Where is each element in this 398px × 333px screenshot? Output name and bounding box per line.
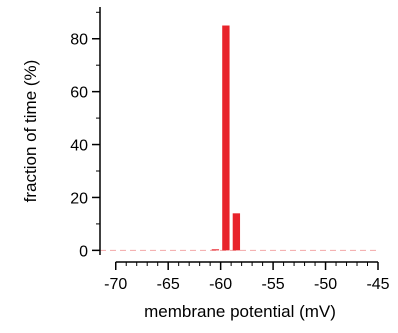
histogram-bar xyxy=(232,213,241,251)
axes-layer xyxy=(99,7,378,263)
x-tick-label: -60 xyxy=(209,276,232,293)
y-tick-label: 20 xyxy=(70,190,88,207)
histogram-bar xyxy=(222,25,230,251)
x-tick-label: -65 xyxy=(157,276,180,293)
x-tick-label: -55 xyxy=(262,276,285,293)
y-tick-label: 80 xyxy=(70,32,88,49)
bars-layer xyxy=(211,25,241,251)
y-ticks: 0 20 40 60 80 xyxy=(70,11,100,260)
y-axis-title: fraction of time (%) xyxy=(21,60,40,203)
y-tick-label: 60 xyxy=(70,85,88,102)
x-ticks: -70 -65 -60 -55 -50 -45 xyxy=(104,262,390,293)
x-tick-label: -45 xyxy=(366,276,389,293)
x-axis-title: membrane potential (mV) xyxy=(144,302,336,321)
x-tick-label: -70 xyxy=(104,276,127,293)
x-tick-label: -50 xyxy=(314,276,337,293)
y-tick-label: 40 xyxy=(70,138,88,155)
histogram-bar xyxy=(211,249,220,251)
y-tick-label: 0 xyxy=(79,243,88,260)
